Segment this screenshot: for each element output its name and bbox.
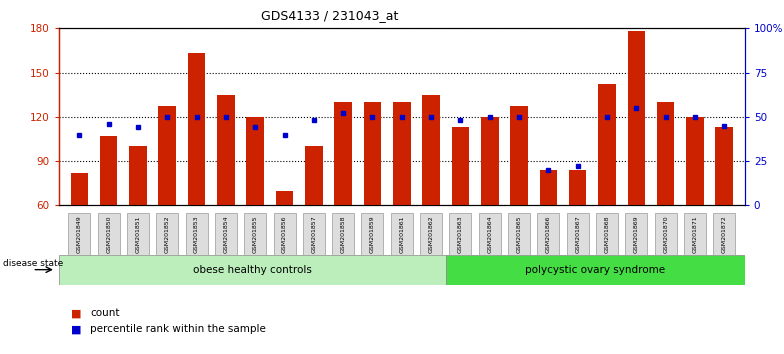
Text: ■: ■ [71, 308, 81, 318]
FancyBboxPatch shape [186, 213, 208, 255]
Bar [393, 102, 411, 205]
FancyBboxPatch shape [215, 213, 237, 255]
Text: GSM201854: GSM201854 [223, 215, 228, 253]
Text: GSM201863: GSM201863 [458, 215, 463, 253]
Text: GSM201857: GSM201857 [311, 215, 317, 253]
FancyBboxPatch shape [508, 213, 530, 255]
Bar [598, 84, 615, 205]
Bar [158, 107, 176, 205]
Bar [423, 95, 440, 205]
Text: obese healthy controls: obese healthy controls [193, 265, 312, 275]
Text: GSM201867: GSM201867 [575, 215, 580, 253]
FancyBboxPatch shape [420, 213, 442, 255]
Bar [481, 117, 499, 205]
Text: GSM201855: GSM201855 [252, 215, 258, 252]
Bar [276, 190, 293, 205]
FancyBboxPatch shape [274, 213, 296, 255]
FancyBboxPatch shape [713, 213, 735, 255]
FancyBboxPatch shape [537, 213, 559, 255]
Text: GSM201853: GSM201853 [194, 215, 199, 253]
Bar [246, 117, 264, 205]
Bar [100, 136, 118, 205]
FancyBboxPatch shape [596, 213, 618, 255]
FancyBboxPatch shape [332, 213, 354, 255]
Bar [334, 102, 352, 205]
FancyBboxPatch shape [446, 255, 745, 285]
Text: polycystic ovary syndrome: polycystic ovary syndrome [525, 265, 666, 275]
FancyBboxPatch shape [567, 213, 589, 255]
Text: GSM201849: GSM201849 [77, 215, 82, 253]
Text: percentile rank within the sample: percentile rank within the sample [90, 324, 266, 334]
Text: GSM201859: GSM201859 [370, 215, 375, 253]
Bar [686, 117, 704, 205]
FancyBboxPatch shape [626, 213, 648, 255]
Bar [510, 107, 528, 205]
FancyBboxPatch shape [98, 213, 120, 255]
FancyBboxPatch shape [156, 213, 178, 255]
Text: GSM201861: GSM201861 [399, 215, 405, 252]
FancyBboxPatch shape [655, 213, 677, 255]
Text: ■: ■ [71, 324, 81, 334]
FancyBboxPatch shape [127, 213, 149, 255]
Text: GSM201862: GSM201862 [429, 215, 434, 253]
FancyBboxPatch shape [479, 213, 501, 255]
Text: GDS4133 / 231043_at: GDS4133 / 231043_at [260, 9, 398, 22]
Text: GSM201866: GSM201866 [546, 215, 551, 252]
Bar [657, 102, 674, 205]
FancyBboxPatch shape [449, 213, 471, 255]
FancyBboxPatch shape [684, 213, 706, 255]
FancyBboxPatch shape [390, 213, 413, 255]
Text: GSM201851: GSM201851 [136, 215, 140, 252]
FancyBboxPatch shape [303, 213, 325, 255]
Text: count: count [90, 308, 120, 318]
Bar [716, 127, 733, 205]
Text: GSM201872: GSM201872 [722, 215, 727, 253]
Bar [627, 31, 645, 205]
Bar [71, 173, 88, 205]
Bar [188, 53, 205, 205]
FancyBboxPatch shape [245, 213, 267, 255]
Text: GSM201870: GSM201870 [663, 215, 668, 253]
Bar [452, 127, 470, 205]
Text: GSM201856: GSM201856 [282, 215, 287, 252]
FancyBboxPatch shape [361, 213, 383, 255]
Text: GSM201868: GSM201868 [604, 215, 609, 252]
Text: GSM201852: GSM201852 [165, 215, 170, 253]
Text: disease state: disease state [3, 259, 64, 268]
Bar [364, 102, 381, 205]
Bar [305, 146, 323, 205]
Text: GSM201858: GSM201858 [341, 215, 346, 252]
Text: GSM201871: GSM201871 [692, 215, 698, 253]
Bar [539, 170, 557, 205]
Text: GSM201869: GSM201869 [633, 215, 639, 253]
FancyBboxPatch shape [59, 255, 446, 285]
Bar [569, 170, 586, 205]
Text: GSM201865: GSM201865 [517, 215, 521, 252]
Text: GSM201850: GSM201850 [106, 215, 111, 252]
Bar [129, 146, 147, 205]
FancyBboxPatch shape [68, 213, 90, 255]
Bar [217, 95, 234, 205]
Text: GSM201864: GSM201864 [487, 215, 492, 253]
